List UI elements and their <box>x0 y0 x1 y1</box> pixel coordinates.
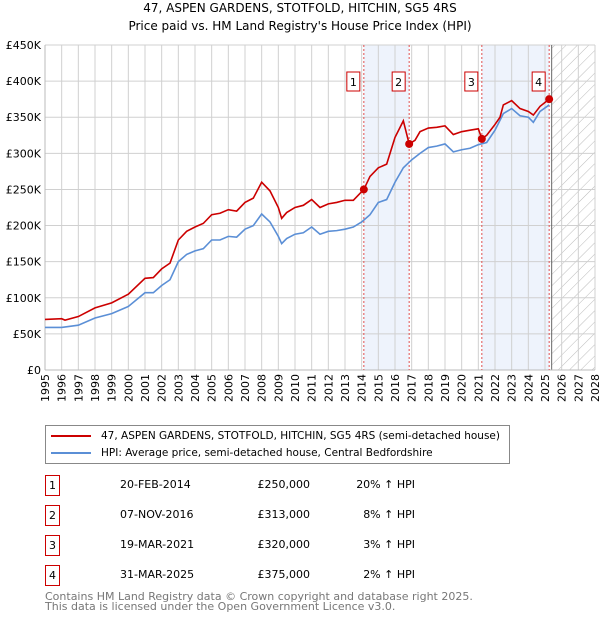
x-tick-label: 2009 <box>272 374 285 402</box>
x-tick-label: 2019 <box>439 374 452 402</box>
sale-hpi-diff: 20% ↑ HPI <box>356 478 415 491</box>
sale-marker-number: 4 <box>45 565 60 586</box>
sale-hpi-diff: 3% ↑ HPI <box>363 538 415 551</box>
sale-point <box>545 95 554 104</box>
chart-legend: 47, ASPEN GARDENS, STOTFOLD, HITCHIN, SG… <box>45 425 510 464</box>
footer-copyright: Contains HM Land Registry data © Crown c… <box>45 590 473 603</box>
table-row: 4 31-MAR-2025 £375,000 2% ↑ HPI <box>45 565 445 586</box>
x-tick-label: 2028 <box>589 374 600 402</box>
x-tick-label: 2007 <box>239 374 252 402</box>
sale-label-box <box>346 71 361 92</box>
x-tick-label: 2018 <box>422 374 435 402</box>
x-tick-label: 2003 <box>172 374 185 402</box>
sale-label-box <box>464 71 479 92</box>
chart-subtitle: Price paid vs. HM Land Registry's House … <box>128 19 472 33</box>
sale-price: £320,000 <box>257 538 311 551</box>
sale-period-shade <box>363 45 410 370</box>
legend-swatch-property <box>51 435 91 437</box>
table-row: 3 19-MAR-2021 £320,000 3% ↑ HPI <box>45 535 445 556</box>
x-tick-label: 2016 <box>389 374 402 402</box>
sale-date: 07-NOV-2016 <box>120 508 194 521</box>
sale-hpi-diff: 8% ↑ HPI <box>363 508 415 521</box>
price-chart: 1995 1996 1997 1998 1999 2000 2001 2002 2003 2004… <box>6 39 600 402</box>
y-tick-label: £400K <box>6 75 42 88</box>
y-tick-label: £100K <box>6 292 42 305</box>
forecast-hatch <box>551 45 595 370</box>
x-tick-label: 1998 <box>89 374 102 402</box>
sale-point <box>477 134 486 143</box>
sale-date: 31-MAR-2025 <box>120 568 195 581</box>
sale-price: £375,000 <box>257 568 311 581</box>
sale-date: 19-MAR-2021 <box>120 538 195 551</box>
x-tick-label: 2010 <box>289 374 302 402</box>
sale-period-shade <box>481 45 550 370</box>
y-tick-label: £150K <box>6 256 42 269</box>
footer-licence: This data is licensed under the Open Gov… <box>45 600 396 613</box>
x-tick-label: 2011 <box>306 374 319 402</box>
table-row: 1 20-FEB-2014 £250,000 20% ↑ HPI <box>45 475 445 496</box>
y-tick-label: £350K <box>6 111 42 124</box>
x-tick-label: 2014 <box>356 374 369 402</box>
x-tick-label: 2022 <box>489 374 502 402</box>
x-tick-label: 2017 <box>406 374 419 402</box>
x-tick-label: 2000 <box>122 374 135 402</box>
sale-point <box>359 185 368 194</box>
y-tick-label: £0 <box>27 364 41 377</box>
x-tick-label: 2012 <box>322 374 335 402</box>
x-tick-label: 2025 <box>539 374 552 402</box>
chart-title: 47, ASPEN GARDENS, STOTFOLD, HITCHIN, SG… <box>143 1 457 15</box>
sale-label-box <box>391 71 406 92</box>
sale-marker-number: 2 <box>45 505 60 526</box>
x-tick-label: 2024 <box>522 374 535 402</box>
hpi-series-line <box>45 104 550 329</box>
sale-label: 3 <box>468 76 475 89</box>
x-tick-label: 2004 <box>189 374 202 402</box>
x-tick-label: 1999 <box>106 374 119 402</box>
x-tick-label: 1995 <box>39 374 52 402</box>
sale-date: 20-FEB-2014 <box>120 478 191 491</box>
sale-label: 1 <box>350 76 357 89</box>
sale-label: 2 <box>395 76 402 89</box>
sale-price: £250,000 <box>257 478 311 491</box>
x-tick-label: 2013 <box>339 374 352 402</box>
x-tick-label: 2020 <box>456 374 469 402</box>
property-series-line <box>44 98 550 322</box>
x-tick-label: 2005 <box>206 374 219 402</box>
x-tick-label: 2001 <box>139 374 152 402</box>
x-tick-label: 2006 <box>222 374 235 402</box>
table-row: 2 07-NOV-2016 £313,000 8% ↑ HPI <box>45 505 445 526</box>
x-tick-label: 2026 <box>556 374 569 402</box>
legend-label-hpi: HPI: Average price, semi-detached house,… <box>101 447 433 459</box>
legend-label-property: 47, ASPEN GARDENS, STOTFOLD, HITCHIN, SG… <box>101 430 500 442</box>
y-tick-label: £200K <box>6 220 42 233</box>
x-tick-label: 1997 <box>72 374 85 402</box>
sale-marker-number: 3 <box>45 535 60 556</box>
sale-marker-number: 1 <box>45 475 60 496</box>
sale-price: £313,000 <box>257 508 311 521</box>
legend-swatch-hpi <box>51 452 91 454</box>
sale-label: 4 <box>535 76 542 89</box>
y-tick-label: £50K <box>13 328 42 341</box>
y-tick-label: £250K <box>6 183 42 196</box>
sale-hpi-diff: 2% ↑ HPI <box>363 568 415 581</box>
x-tick-label: 2023 <box>506 374 519 402</box>
x-tick-label: 2008 <box>256 374 269 402</box>
x-tick-label: 2002 <box>156 374 169 402</box>
x-tick-label: 1996 <box>56 374 69 402</box>
x-tick-label: 2027 <box>572 374 585 402</box>
y-tick-label: £300K <box>6 147 42 160</box>
sale-label-box <box>531 71 546 92</box>
x-tick-label: 2021 <box>472 374 485 402</box>
sale-point <box>405 139 414 148</box>
x-tick-label: 2015 <box>372 374 385 402</box>
y-tick-label: £450K <box>6 39 42 52</box>
